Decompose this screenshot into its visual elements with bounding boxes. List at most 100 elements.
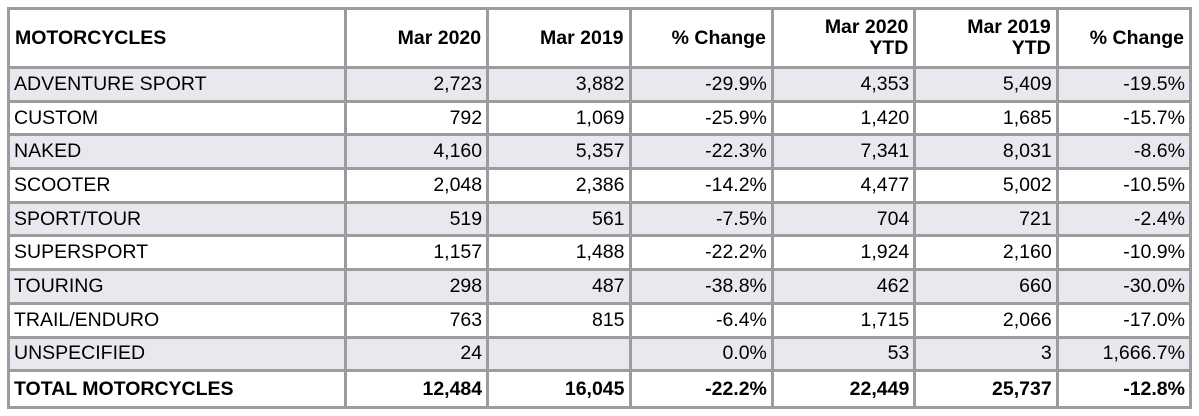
table-row: ADVENTURE SPORT 2,723 3,882 -29.9% 4,353 5,40… — [10, 69, 1189, 100]
ytd-change-cell: -10.5% — [1058, 170, 1189, 201]
header-ytd-change: % Change — [1058, 10, 1189, 66]
total-mar-2020-ytd-cell: 22,449 — [773, 372, 914, 406]
total-mar-2020-cell: 12,484 — [346, 372, 487, 406]
change-cell: -29.9% — [631, 69, 771, 100]
table-row: TOURING 298 487 -38.8% 462 660 -30.0% — [10, 271, 1189, 302]
header-row: MOTORCYCLES Mar 2020 Mar 2019 % Change Mar 2… — [10, 10, 1189, 66]
mar-2019-ytd-cell: 5,409 — [916, 69, 1056, 100]
mar-2019-cell: 1,069 — [489, 102, 629, 134]
header-category: MOTORCYCLES — [10, 10, 344, 66]
category-cell: TOURING — [10, 271, 344, 302]
mar-2019-cell: 815 — [489, 304, 629, 336]
table-row: NAKED 4,160 5,357 -22.3% 7,341 8,031 -8.6% — [10, 136, 1189, 168]
ytd-change-cell: -30.0% — [1058, 271, 1189, 302]
ytd-change-cell: -8.6% — [1058, 136, 1189, 168]
category-cell: UNSPECIFIED — [10, 338, 344, 370]
mar-2019-cell: 487 — [489, 271, 629, 302]
mar-2019-ytd-cell: 3 — [916, 338, 1056, 370]
change-cell: -22.2% — [631, 237, 771, 269]
header-mar-2020: Mar 2020 — [346, 10, 487, 66]
change-cell: -6.4% — [631, 304, 771, 336]
ytd-change-cell: -19.5% — [1058, 69, 1189, 100]
mar-2020-cell: 298 — [346, 271, 487, 302]
header-text: MOTORCYCLES — [15, 26, 167, 49]
mar-2020-cell: 24 — [346, 338, 487, 370]
mar-2019-ytd-cell: 8,031 — [916, 136, 1056, 168]
mar-2020-cell: 2,048 — [346, 170, 487, 201]
total-change-cell: -22.2% — [631, 372, 771, 406]
mar-2019-ytd-cell: 660 — [916, 271, 1056, 302]
category-cell: CUSTOM — [10, 102, 344, 134]
mar-2020-ytd-cell: 4,477 — [773, 170, 914, 201]
header-text: Mar 2019 — [967, 16, 1051, 38]
header-text: % Change — [1089, 26, 1184, 49]
header-text: Mar 2020 — [824, 16, 909, 38]
mar-2020-cell: 2,723 — [346, 69, 487, 100]
motorcycle-registrations-table: MOTORCYCLES Mar 2020 Mar 2019 % Change Mar 2… — [7, 7, 1192, 409]
header-mar-2020-ytd: Mar 2020 YTD — [773, 10, 914, 66]
mar-2020-cell: 792 — [346, 102, 487, 134]
mar-2019-ytd-cell: 721 — [916, 203, 1056, 235]
total-ytd-change-cell: -12.8% — [1058, 372, 1189, 406]
change-cell: -7.5% — [631, 203, 771, 235]
mar-2019-ytd-cell: 2,160 — [916, 237, 1056, 269]
header-text: % Change — [671, 26, 766, 49]
header-change: % Change — [631, 10, 771, 66]
ytd-change-cell: -15.7% — [1058, 102, 1189, 134]
mar-2019-cell: 5,357 — [489, 136, 629, 168]
total-mar-2019-cell: 16,045 — [489, 372, 629, 406]
mar-2019-cell: 1,488 — [489, 237, 629, 269]
mar-2019-cell: 2,386 — [489, 170, 629, 201]
mar-2020-ytd-cell: 7,341 — [773, 136, 914, 168]
table-row: TRAIL/ENDURO 763 815 -6.4% 1,715 2,066 -17.0% — [10, 304, 1189, 336]
mar-2020-cell: 1,157 — [346, 237, 487, 269]
table-row: SUPERSPORT 1,157 1,488 -22.2% 1,924 2,160 -10.… — [10, 237, 1189, 269]
header-mar-2019-ytd: Mar 2019 YTD — [916, 10, 1056, 66]
mar-2020-cell: 763 — [346, 304, 487, 336]
mar-2019-ytd-cell: 5,002 — [916, 170, 1056, 201]
header-text: Mar 2019 — [540, 26, 624, 49]
table-body: ADVENTURE SPORT 2,723 3,882 -29.9% 4,353 5,40… — [10, 69, 1189, 406]
mar-2020-cell: 4,160 — [346, 136, 487, 168]
change-cell: 0.0% — [631, 338, 771, 370]
category-cell: NAKED — [10, 136, 344, 168]
header-text: YTD — [1011, 37, 1051, 59]
category-cell: TRAIL/ENDURO — [10, 304, 344, 336]
mar-2020-ytd-cell: 1,420 — [773, 102, 914, 134]
category-cell: SUPERSPORT — [10, 237, 344, 269]
mar-2019-cell: 3,882 — [489, 69, 629, 100]
mar-2020-ytd-cell: 53 — [773, 338, 914, 370]
change-cell: -25.9% — [631, 102, 771, 134]
header-mar-2019: Mar 2019 — [489, 10, 629, 66]
category-cell: ADVENTURE SPORT — [10, 69, 344, 100]
total-row: TOTAL MOTORCYCLES 12,484 16,045 -22.2% 22,44… — [10, 372, 1189, 406]
mar-2020-ytd-cell: 1,715 — [773, 304, 914, 336]
mar-2020-cell: 519 — [346, 203, 487, 235]
change-cell: -38.8% — [631, 271, 771, 302]
ytd-change-cell: -10.9% — [1058, 237, 1189, 269]
table-row: SPORT/TOUR 519 561 -7.5% 704 721 -2.4% — [10, 203, 1189, 235]
ytd-change-cell: -17.0% — [1058, 304, 1189, 336]
mar-2019-cell: 561 — [489, 203, 629, 235]
table-row: CUSTOM 792 1,069 -25.9% 1,420 1,685 -15.7% — [10, 102, 1189, 134]
change-cell: -22.3% — [631, 136, 771, 168]
category-cell: SCOOTER — [10, 170, 344, 201]
header-text: Mar 2020 — [397, 26, 482, 49]
mar-2020-ytd-cell: 4,353 — [773, 69, 914, 100]
mar-2020-ytd-cell: 704 — [773, 203, 914, 235]
total-category-cell: TOTAL MOTORCYCLES — [10, 372, 344, 406]
mar-2019-cell — [489, 338, 629, 370]
table-row: SCOOTER 2,048 2,386 -14.2% 4,477 5,002 -10.5% — [10, 170, 1189, 201]
mar-2019-ytd-cell: 1,685 — [916, 102, 1056, 134]
mar-2020-ytd-cell: 462 — [773, 271, 914, 302]
change-cell: -14.2% — [631, 170, 771, 201]
ytd-change-cell: 1,666.7% — [1058, 338, 1189, 370]
total-mar-2019-ytd-cell: 25,737 — [916, 372, 1056, 406]
header-text: YTD — [869, 37, 909, 59]
table-row: UNSPECIFIED 24 0.0% 53 3 1,666.7% — [10, 338, 1189, 370]
mar-2019-ytd-cell: 2,066 — [916, 304, 1056, 336]
ytd-change-cell: -2.4% — [1058, 203, 1189, 235]
data-table: MOTORCYCLES Mar 2020 Mar 2019 % Change Mar 2… — [7, 7, 1192, 409]
mar-2020-ytd-cell: 1,924 — [773, 237, 914, 269]
category-cell: SPORT/TOUR — [10, 203, 344, 235]
